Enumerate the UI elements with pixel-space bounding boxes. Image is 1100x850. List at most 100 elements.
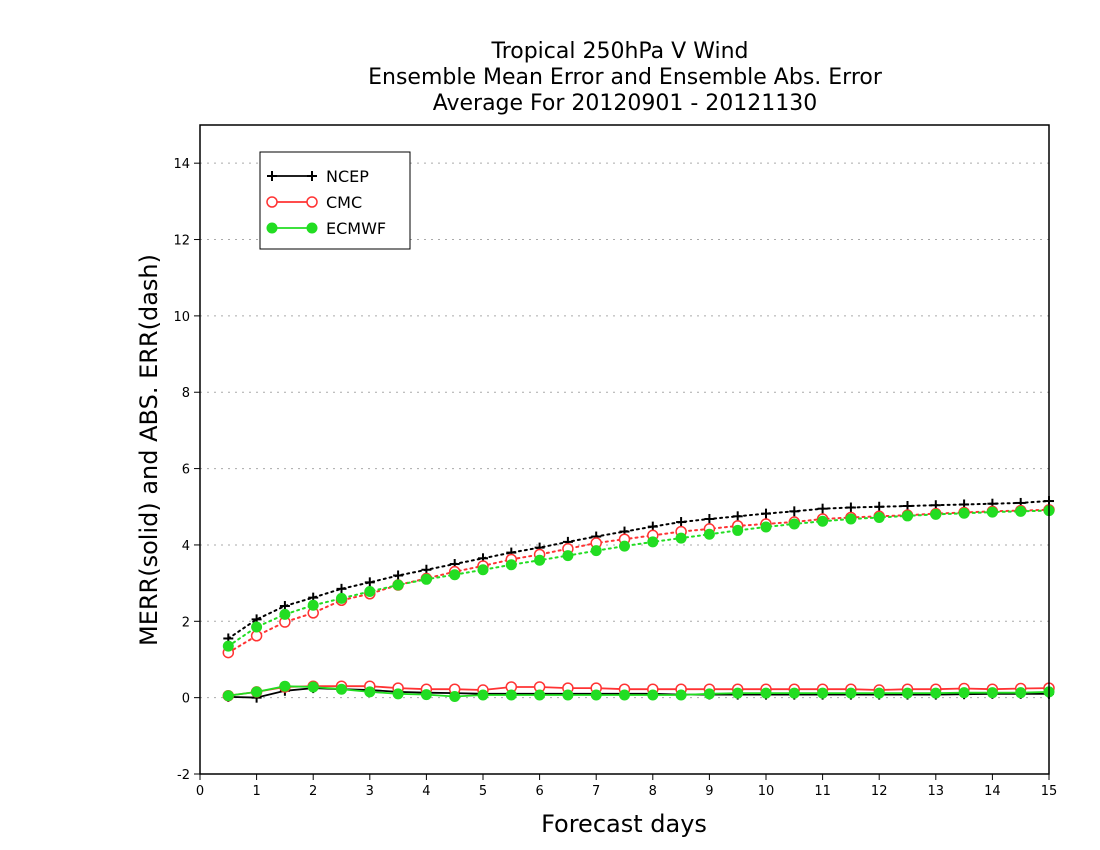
title-line-1: Tropical 250hPa V Wind — [490, 39, 748, 64]
title-line-2: Ensemble Mean Error and Ensemble Abs. Er… — [368, 65, 883, 90]
x-axis-ticks: 0 1 2 3 4 5 6 7 8 9 10 11 12 13 14 15 — [196, 774, 1057, 799]
ecmwf-data-point — [590, 545, 602, 557]
ecmwf-data-point — [477, 689, 489, 701]
y-tick-label: 14 — [173, 157, 190, 172]
ecmwf-data-point — [590, 689, 602, 701]
ecmwf-data-point — [845, 687, 857, 699]
ecmwf-data-point — [986, 687, 998, 699]
x-tick-label: 11 — [814, 784, 831, 799]
ecmwf-data-point — [562, 689, 574, 701]
ecmwf-data-point — [392, 579, 404, 591]
ecmwf-data-point — [986, 506, 998, 518]
y-tick-label: 8 — [182, 386, 190, 401]
ecmwf-data-point — [902, 510, 913, 522]
ecmwf-data-point — [336, 592, 347, 604]
legend-marker-ecmwf — [306, 222, 318, 234]
x-tick-label: 4 — [422, 784, 430, 799]
legend-marker-ncep — [307, 171, 317, 181]
ncep-data-point — [845, 502, 856, 513]
ecmwf-data-point — [675, 689, 687, 701]
ecmwf-data-point — [732, 524, 744, 536]
ecmwf-data-point — [279, 608, 291, 620]
ncep-data-point — [676, 517, 687, 528]
ncep-data-point — [393, 570, 404, 581]
x-tick-label: 2 — [309, 784, 317, 799]
ncep-data-point — [761, 508, 771, 519]
ecmwf-data-point — [958, 687, 970, 699]
ecmwf-data-point — [873, 687, 885, 699]
y-tick-label: 0 — [182, 692, 190, 707]
legend: NCEP CMC ECMWF — [259, 151, 411, 250]
ecmwf-data-point — [505, 559, 517, 571]
ecmwf-data-point — [336, 683, 347, 695]
ncep-data-point — [336, 583, 347, 594]
ecmwf-data-point — [420, 689, 432, 701]
ecmwf-data-point — [1015, 505, 1027, 517]
ecmwf-data-point — [534, 689, 546, 701]
ecmwf-data-point — [279, 680, 291, 692]
x-tick-label: 8 — [649, 784, 657, 799]
x-tick-label: 12 — [871, 784, 888, 799]
ecmwf-data-point — [760, 521, 772, 533]
ncep-data-point — [364, 577, 375, 588]
ecmwf-data-point — [703, 528, 715, 540]
ecmwf-data-point — [873, 511, 885, 523]
legend-marker-ecmwf — [266, 222, 278, 234]
ecmwf-data-point — [251, 621, 263, 633]
legend-label-ncep: NCEP — [326, 167, 369, 186]
legend-marker-cmc — [266, 196, 278, 208]
ecmwf-data-point — [760, 687, 772, 699]
ecmwf-data-point — [619, 689, 630, 701]
title-line-3: Average For 20120901 - 20121130 — [433, 91, 818, 116]
ecmwf-data-point — [222, 690, 234, 702]
ecmwf-data-point — [647, 536, 659, 548]
ncep-data-point — [789, 506, 800, 517]
y-tick-label: 12 — [173, 234, 190, 249]
x-tick-label: 15 — [1041, 784, 1058, 799]
ecmwf-data-point — [788, 518, 800, 530]
y-tick-label: 6 — [182, 463, 190, 478]
ecmwf-data-point — [222, 640, 234, 652]
ecmwf-data-point — [364, 686, 376, 698]
ecmwf-data-point — [449, 691, 461, 703]
ecmwf-data-point — [703, 688, 715, 700]
x-tick-label: 0 — [196, 784, 204, 799]
ecmwf-data-point — [364, 586, 376, 598]
ecmwf-data-point — [845, 513, 857, 525]
legend-marker-ncep — [267, 171, 277, 181]
ecmwf-data-point — [307, 681, 319, 693]
x-tick-label: 13 — [928, 784, 945, 799]
x-tick-label: 5 — [479, 784, 487, 799]
ecmwf-abs-error-line — [227, 509, 1050, 648]
ecmwf-data-point — [817, 687, 829, 699]
plot-frame — [199, 124, 1050, 775]
x-axis-label: Forecast days — [541, 810, 707, 838]
legend-box — [259, 151, 411, 250]
y-tick-label: 10 — [173, 310, 190, 325]
x-tick-label: 14 — [984, 784, 1001, 799]
ncep-abs-error-line — [227, 500, 1050, 640]
x-tick-label: 6 — [535, 784, 543, 799]
ecmwf-data-point — [817, 515, 829, 527]
y-tick-label: -2 — [177, 768, 190, 783]
ecmwf-data-point — [619, 540, 630, 552]
cmc-abs-error-line — [227, 508, 1050, 654]
legend-label-ecmwf: ECMWF — [326, 219, 386, 238]
ncep-data-point — [704, 513, 715, 524]
ecmwf-data-point — [251, 686, 263, 698]
x-tick-label: 3 — [366, 784, 374, 799]
ecmwf-data-point — [902, 687, 913, 699]
grid-lines — [200, 162, 1049, 775]
ecmwf-data-point — [534, 554, 546, 566]
ncep-data-point — [732, 511, 743, 522]
ecmwf-data-point — [930, 687, 942, 699]
ecmwf-data-point — [307, 599, 319, 611]
ecmwf-data-point — [958, 507, 970, 519]
ecmwf-data-point — [930, 508, 942, 520]
ecmwf-data-point — [1015, 687, 1027, 699]
ecmwf-data-point — [732, 687, 744, 699]
y-tick-label: 4 — [182, 539, 190, 554]
ecmwf-data-point — [477, 564, 489, 576]
ecmwf-data-point — [647, 689, 659, 701]
